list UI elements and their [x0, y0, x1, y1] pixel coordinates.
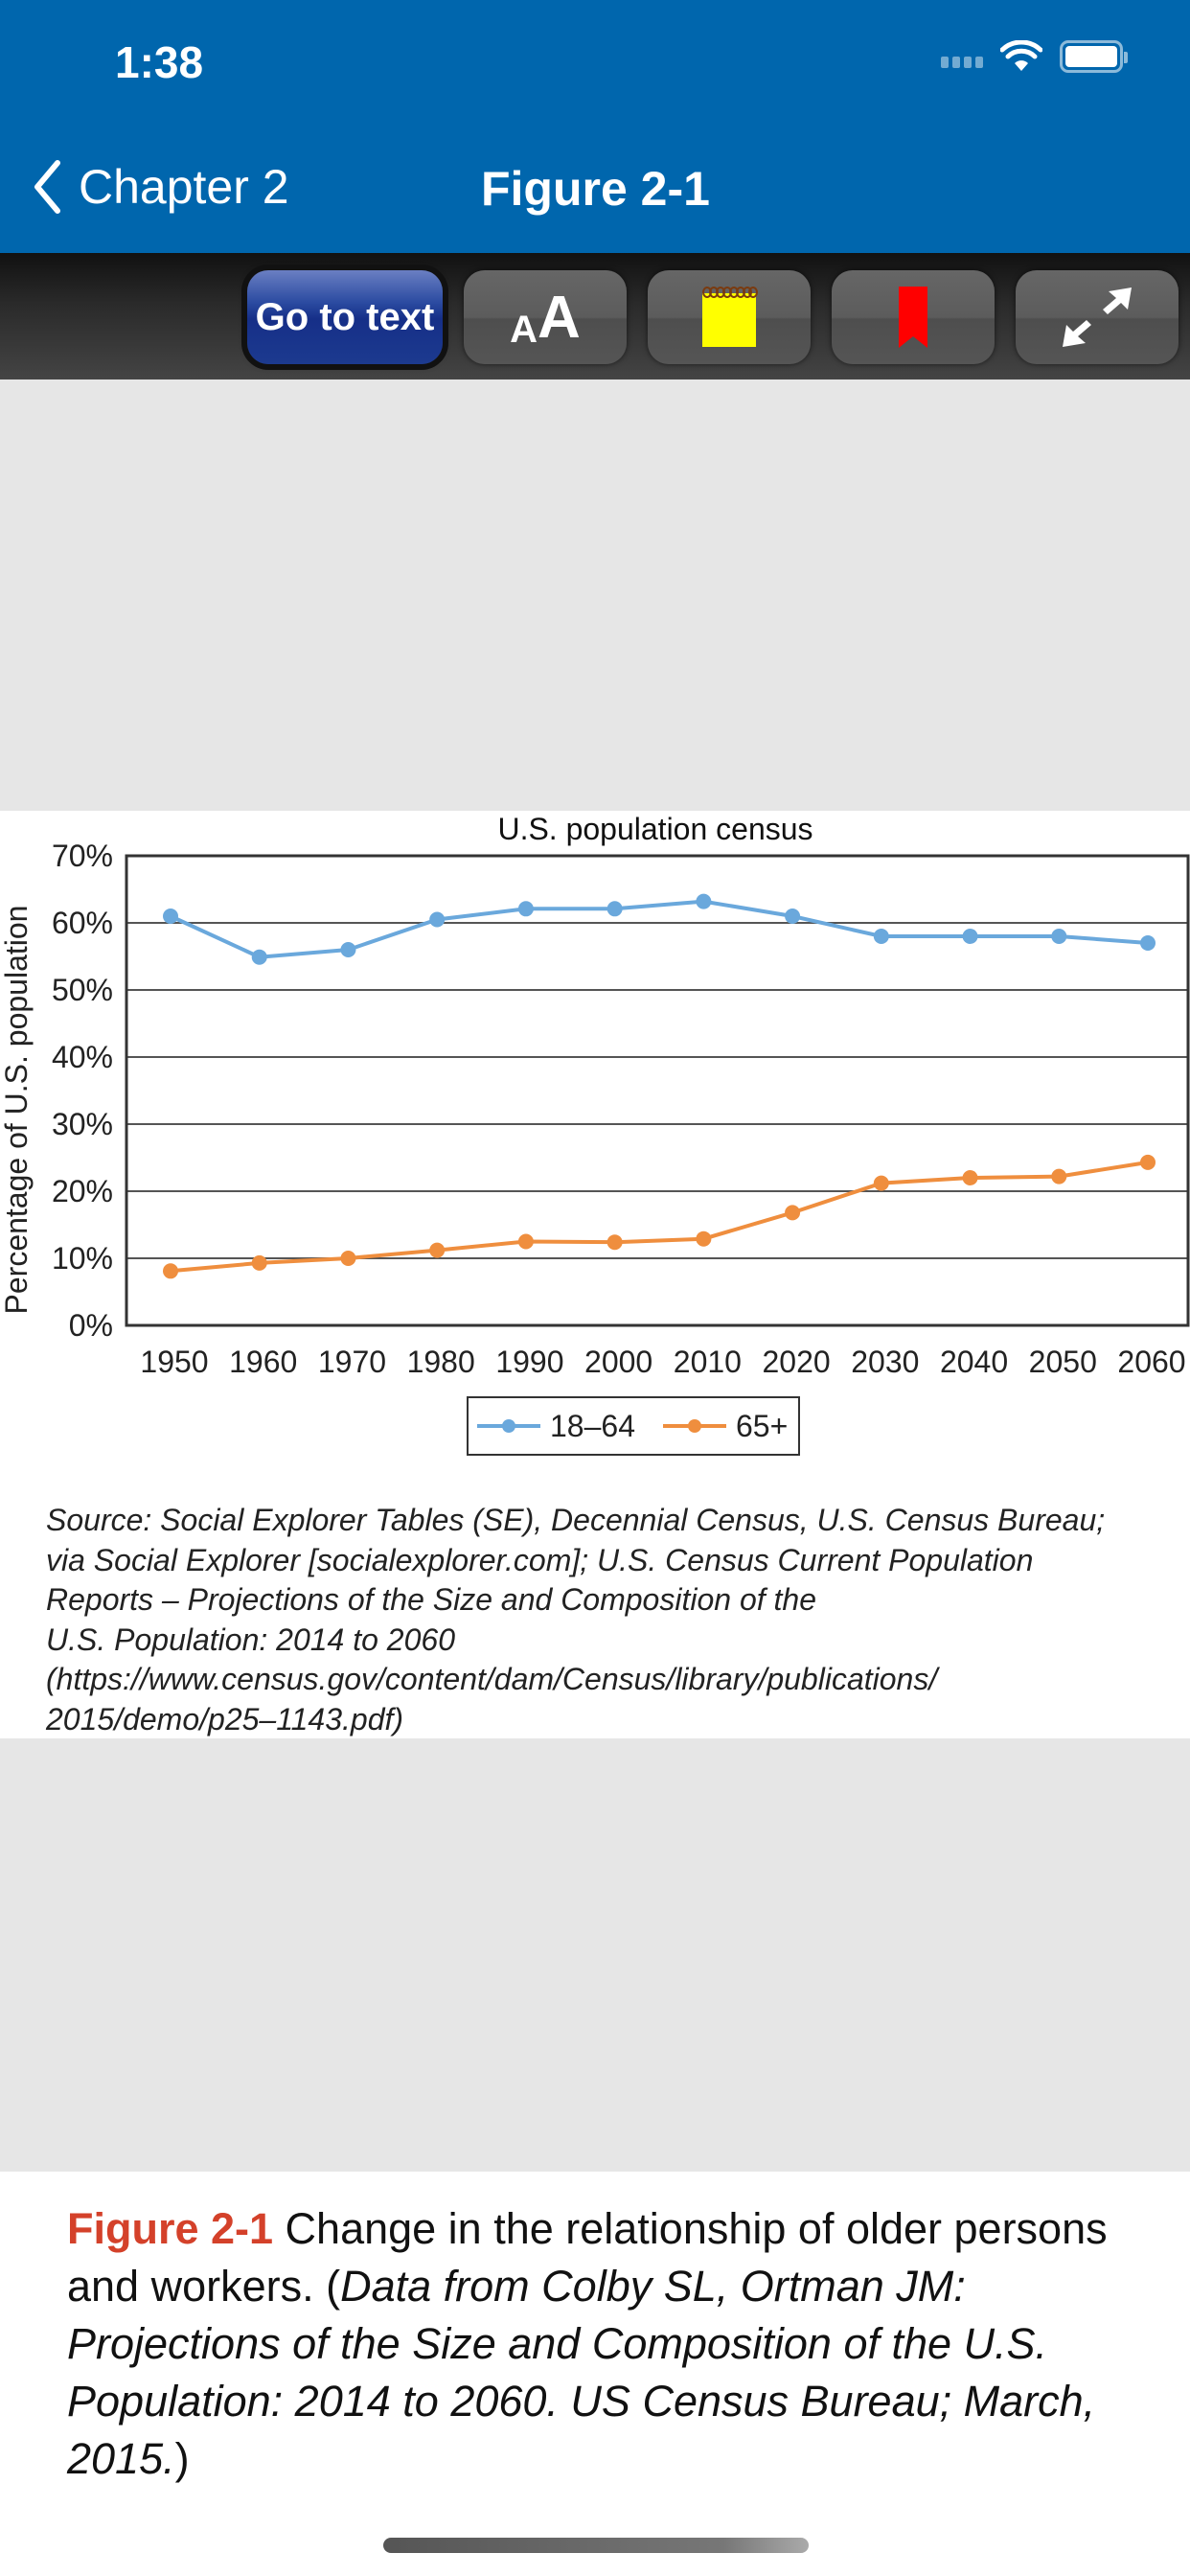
- y-tick-label: 10%: [52, 1241, 113, 1276]
- y-tick-label: 30%: [52, 1107, 113, 1141]
- data-point: [962, 1170, 978, 1185]
- x-tick-label: 2010: [674, 1345, 742, 1379]
- x-tick-label: 2000: [584, 1345, 652, 1379]
- x-tick-label: 2050: [1029, 1345, 1097, 1379]
- status-time: 1:38: [115, 37, 204, 87]
- bookmark-icon: [899, 287, 927, 348]
- notepad-icon: [702, 287, 758, 347]
- back-button[interactable]: Chapter 2: [33, 159, 289, 215]
- fullscreen-button[interactable]: [1016, 270, 1179, 364]
- wifi-icon: [1000, 40, 1042, 71]
- legend-box: [467, 1396, 800, 1456]
- data-point: [696, 1230, 712, 1247]
- x-tick-label: 1990: [495, 1345, 563, 1379]
- series-line-18-64: [170, 899, 1149, 959]
- data-point: [1140, 935, 1156, 951]
- page-title: Figure 2-1: [481, 162, 710, 216]
- x-tick-label: 2060: [1117, 1345, 1185, 1379]
- x-tick-label: 1960: [229, 1345, 297, 1379]
- cellular-signal-icon: [941, 45, 983, 68]
- figure-caption: Figure 2-1 Change in the relationship of…: [67, 2200, 1140, 2488]
- y-tick-label: 40%: [52, 1040, 113, 1074]
- x-tick-label: 1980: [407, 1345, 475, 1379]
- legend-label: 65+: [736, 1409, 788, 1443]
- y-tick-label: 20%: [52, 1174, 113, 1208]
- data-point: [1051, 929, 1067, 944]
- notes-button[interactable]: [648, 270, 811, 364]
- data-point: [251, 949, 267, 965]
- x-tick-label: 1950: [140, 1345, 208, 1379]
- bookmark-button[interactable]: [832, 270, 995, 364]
- y-axis-label: Percentage of U.S. population: [0, 906, 34, 1315]
- caption-citation: Data from Colby SL, Ortman JM: Projectio…: [67, 2262, 1096, 2483]
- data-point: [873, 929, 889, 944]
- data-point: [340, 942, 356, 957]
- data-point: [696, 893, 712, 909]
- line-chart: U.S. population census 0% 10% 20% 30% 40% 50% 6…: [0, 812, 1190, 1456]
- legend-swatch-marker: [688, 1419, 701, 1433]
- series-line-65-plus: [170, 1160, 1149, 1274]
- data-point: [785, 908, 801, 924]
- home-indicator[interactable]: [383, 2538, 809, 2553]
- data-point: [429, 1242, 446, 1258]
- data-point: [163, 908, 178, 924]
- data-point: [785, 1205, 801, 1221]
- data-point: [251, 1254, 267, 1271]
- figure-panel: U.S. population census 0% 10% 20% 30% 40% 50% 6…: [0, 811, 1190, 1738]
- data-point: [606, 1234, 623, 1251]
- y-tick-label: 0%: [69, 1308, 113, 1343]
- x-tick-label: 2040: [940, 1345, 1008, 1379]
- x-tick-label: 2030: [851, 1345, 919, 1379]
- chevron-left-icon: [34, 160, 60, 214]
- caption-end: ): [174, 2434, 190, 2483]
- data-point: [873, 1175, 889, 1191]
- chart-title: U.S. population census: [497, 812, 812, 846]
- battery-icon: [1060, 40, 1128, 73]
- data-point: [517, 901, 534, 917]
- y-tick-label: 60%: [52, 906, 113, 940]
- y-tick-label: 70%: [52, 839, 113, 873]
- plot-area-border: [125, 854, 1190, 1327]
- status-icons: [941, 40, 1128, 73]
- data-point: [340, 1251, 356, 1266]
- go-to-text-button[interactable]: Go to text: [247, 270, 443, 364]
- x-tick-label: 2020: [762, 1345, 830, 1379]
- go-to-text-label: Go to text: [255, 295, 435, 338]
- data-point: [606, 901, 623, 917]
- legend-label: 18–64: [550, 1409, 635, 1443]
- data-point: [429, 911, 446, 928]
- caption-text: Change in the relationship of older pers…: [67, 2204, 1108, 2311]
- data-point: [1140, 1154, 1156, 1170]
- back-button-label: Chapter 2: [79, 160, 289, 214]
- caption-panel: Figure 2-1 Change in the relationship of…: [0, 2172, 1190, 2576]
- caption-figure-label: Figure 2-1: [67, 2204, 274, 2253]
- expand-arrows-icon: [1063, 288, 1132, 347]
- data-point: [1051, 1168, 1067, 1184]
- app-header: 1:38 Chapter 2 Figure 2-1: [0, 0, 1190, 253]
- data-point: [962, 929, 978, 944]
- content-background: [0, 380, 1190, 811]
- legend-swatch-marker: [502, 1419, 515, 1433]
- data-point: [517, 1233, 534, 1250]
- x-tick-label: 1970: [318, 1345, 386, 1379]
- y-tick-label: 50%: [52, 973, 113, 1007]
- figure-source-note: Source: Social Explorer Tables (SE), Dec…: [46, 1503, 1106, 1736]
- data-point: [163, 1263, 178, 1279]
